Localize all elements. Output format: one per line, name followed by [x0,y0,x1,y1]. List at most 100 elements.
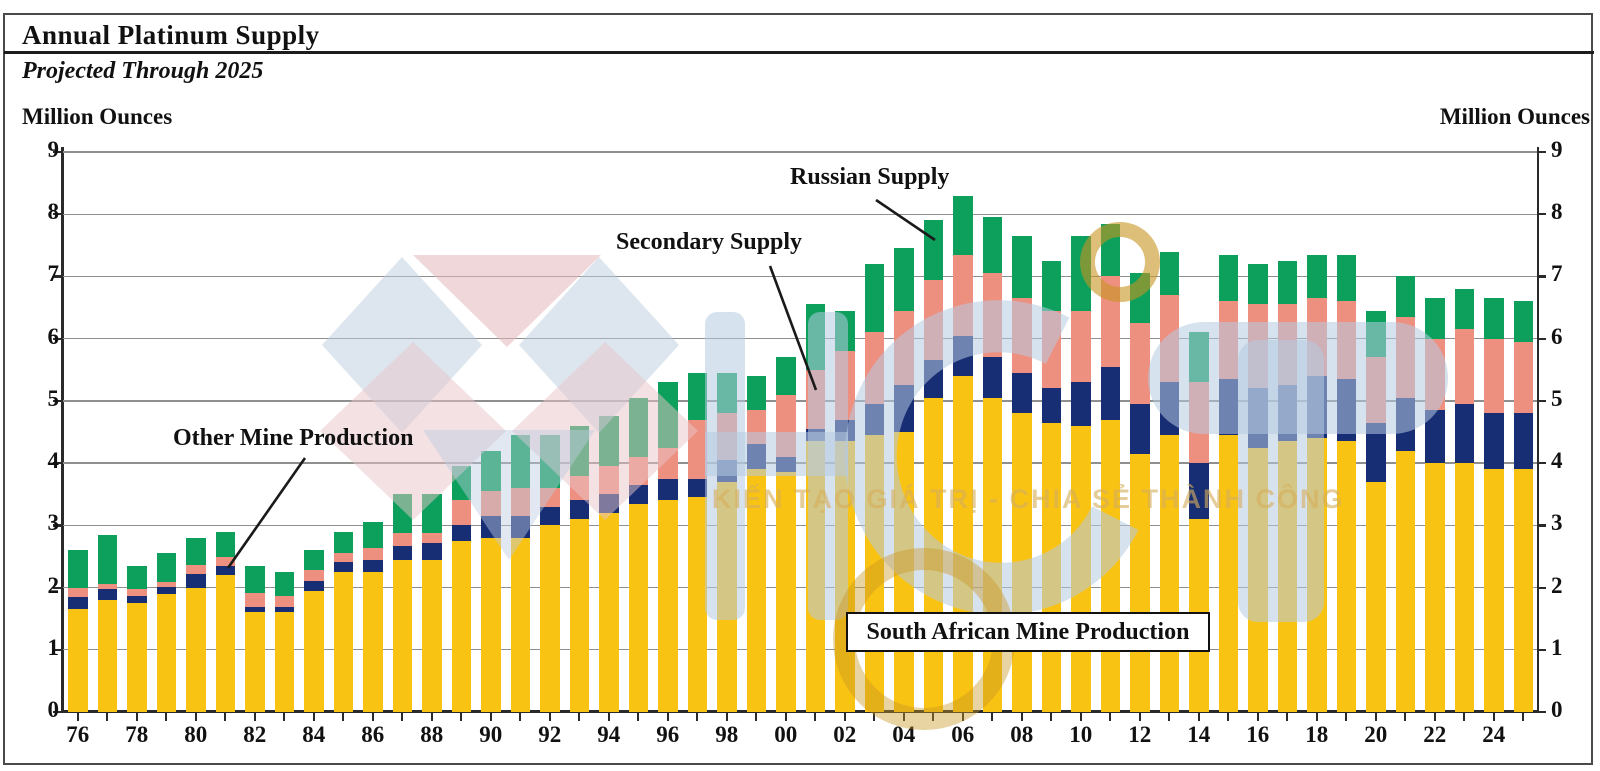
gridline-y9 [63,151,1538,153]
bar-2022 [1425,152,1445,712]
bar-2010-south-african-mine-production [1071,425,1091,712]
x-tick-2013 [1168,712,1171,721]
bar-1976-south-african-mine-production [68,609,88,712]
page-border [3,13,1593,765]
bar-1991 [510,152,530,712]
bar-1985-secondary-supply [333,553,353,563]
bar-1995-secondary-supply [628,456,648,485]
bar-1985-south-african-mine-production [333,572,353,712]
bar-2015-russian-supply [1218,254,1238,302]
y-tick-left-3 [52,524,62,527]
x-tick-2009 [1050,712,1053,721]
y-label-left-0: 0 [47,697,60,722]
bar-1982-other-mine-production [245,607,265,613]
bar-1979-russian-supply [156,553,176,582]
bar-1983-south-african-mine-production [274,612,294,712]
bar-1981 [215,152,235,712]
bar-1987-russian-supply [392,494,412,533]
bar-2013-other-mine-production [1159,382,1179,436]
bar-1990-other-mine-production [481,516,501,538]
bar-1981-russian-supply [215,531,235,558]
gridline-y8 [63,213,1538,215]
x-label-1996: 96 [656,722,680,747]
bar-2017-secondary-supply [1277,304,1297,386]
bar-2010-secondary-supply [1071,310,1091,383]
bar-1993-secondary-supply [569,475,589,501]
y-tick-right-8 [1537,213,1546,216]
bar-2002-secondary-supply [835,351,855,420]
x-tick-1989 [460,712,463,721]
bar-1979-secondary-supply [156,581,176,587]
x-label-2014: 14 [1187,722,1211,747]
x-tick-1981 [224,712,227,721]
x-label-2004: 04 [892,722,916,747]
y-tick-right-3 [1537,524,1546,527]
bar-1988-russian-supply [422,494,442,534]
bar-2020 [1366,152,1386,712]
bar-2012-other-mine-production [1130,404,1150,454]
y-tick-right-9 [1537,151,1546,154]
y-label-right-3: 3 [1551,510,1563,536]
x-tick-1982 [253,712,256,721]
x-label-2006: 06 [951,722,975,747]
chart-subtitle: Projected Through 2025 [22,58,264,84]
x-tick-2004 [902,712,905,721]
y-label-left-8: 8 [47,199,60,225]
bar-1999-secondary-supply [746,410,766,445]
bar-2006-south-african-mine-production [953,376,973,712]
bar-1982-russian-supply [245,565,265,593]
bar-1995-russian-supply [628,397,648,457]
x-label-1992: 92 [538,722,562,747]
x-tick-1993 [578,712,581,721]
bar-2005-south-african-mine-production [923,397,943,712]
bar-2005-other-mine-production [923,360,943,398]
bar-1982-secondary-supply [245,592,265,608]
bar-2018 [1307,152,1327,712]
x-tick-1997 [696,712,699,721]
bar-2016-other-mine-production [1248,388,1268,448]
bar-1985-russian-supply [333,531,353,554]
bar-2000-other-mine-production [776,456,796,473]
bar-1986-secondary-supply [363,548,383,560]
x-label-1998: 98 [715,722,739,747]
bar-2011-other-mine-production [1100,366,1120,420]
x-tick-2007 [991,712,994,721]
bar-2022-other-mine-production [1425,410,1445,464]
bar-1978-russian-supply [127,565,147,589]
bar-2025 [1513,152,1533,712]
y-tick-right-1 [1537,648,1546,651]
bar-1976 [68,152,88,712]
bar-2002-russian-supply [835,310,855,352]
bar-1999-other-mine-production [746,444,766,470]
bar-1992-south-african-mine-production [540,525,560,712]
bar-2009-russian-supply [1041,260,1061,311]
bar-2003-russian-supply [864,264,884,333]
bar-2001-secondary-supply [805,369,825,429]
bar-1997-russian-supply [687,372,707,420]
bar-2015-secondary-supply [1218,301,1238,380]
bar-2019-other-mine-production [1336,379,1356,442]
bar-2001-other-mine-production [805,428,825,442]
bar-2018-south-african-mine-production [1307,438,1327,712]
bar-1995-south-african-mine-production [628,503,648,712]
bar-2016 [1248,152,1268,712]
bar-2025-south-african-mine-production [1513,469,1533,712]
bar-1982-south-african-mine-production [245,612,265,712]
bar-2009-secondary-supply [1041,310,1061,389]
bar-1989-south-african-mine-production [451,540,471,712]
bar-2025-secondary-supply [1513,341,1533,414]
bar-2020-secondary-supply [1366,357,1386,423]
bar-2013-russian-supply [1159,251,1179,296]
bar-2001-russian-supply [805,304,825,370]
x-tick-2024 [1492,712,1495,721]
bar-2006-other-mine-production [953,335,973,376]
x-label-1980: 80 [184,722,208,747]
bar-2024-secondary-supply [1484,338,1504,414]
y-label-right-2: 2 [1551,572,1563,598]
bar-1980-other-mine-production [186,573,206,588]
bar-2023 [1454,152,1474,712]
bar-2004-south-african-mine-production [894,432,914,712]
bar-1978-south-african-mine-production [127,603,147,712]
bar-1984-other-mine-production [304,580,324,591]
